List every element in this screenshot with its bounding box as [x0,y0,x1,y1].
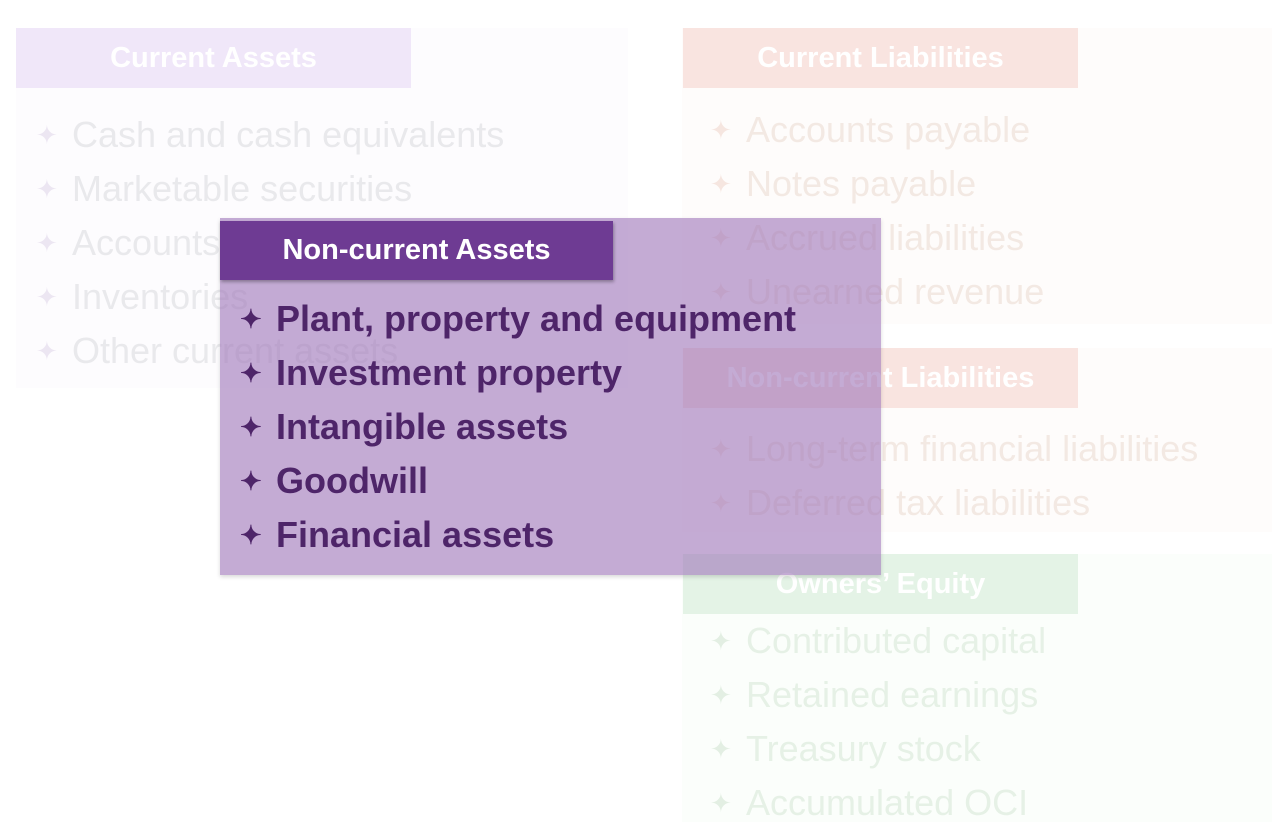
star-bullet-icon: ✦ [36,119,58,150]
star-bullet-icon: ✦ [240,303,262,334]
item-label: Plant, property and equipment [276,298,797,339]
star-bullet-icon: ✦ [710,787,732,818]
star-bullet-icon: ✦ [240,465,262,496]
star-bullet-icon: ✦ [710,679,732,710]
list-item: ✦ Accounts payable [710,103,1044,157]
item-label: Marketable securities [72,168,413,209]
noncurrent-assets-list: ✦ Plant, property and equipment ✦ Investme… [240,292,796,562]
owners-equity-list: ✦ Contributed capital ✦ Retained earnings … [710,614,1046,830]
list-item: ✦ Accumulated OCI [710,776,1046,830]
list-item: ✦ Goodwill [240,454,796,508]
star-bullet-icon: ✦ [36,281,58,312]
list-item: ✦ Marketable securities [36,162,504,216]
star-bullet-icon: ✦ [36,173,58,204]
list-item: ✦ Cash and cash equivalents [36,108,504,162]
list-item: ✦ Plant, property and equipment [240,292,796,346]
item-label: Treasury stock [746,728,981,769]
item-label: Goodwill [276,460,428,501]
star-bullet-icon: ✦ [710,168,732,199]
current-liabilities-header: Current Liabilities [683,28,1078,88]
list-item: ✦ Retained earnings [710,668,1046,722]
list-item: ✦ Contributed capital [710,614,1046,668]
star-bullet-icon: ✦ [36,335,58,366]
star-bullet-icon: ✦ [710,733,732,764]
item-label: Investment property [276,352,623,393]
item-label: Inventories [72,276,249,317]
item-label: Intangible assets [276,406,569,447]
current-assets-header: Current Assets [16,28,411,88]
star-bullet-icon: ✦ [240,411,262,442]
list-item: ✦ Intangible assets [240,400,796,454]
item-label: Retained earnings [746,674,1039,715]
item-label: Accumulated OCI [746,782,1029,823]
star-bullet-icon: ✦ [710,625,732,656]
item-label: Financial assets [276,514,555,555]
item-label: Notes payable [746,163,977,204]
star-bullet-icon: ✦ [240,519,262,550]
list-item: ✦ Financial assets [240,508,796,562]
list-item: ✦ Inventories [36,270,504,324]
list-item: ✦ Notes payable [710,157,1044,211]
item-label: Accounts payable [746,109,1031,150]
star-bullet-icon: ✦ [240,357,262,388]
item-label: Cash and cash equivalents [72,114,505,155]
star-bullet-icon: ✦ [36,227,58,258]
list-item: ✦ Investment property [240,346,796,400]
item-label: Contributed capital [746,620,1047,661]
star-bullet-icon: ✦ [710,114,732,145]
noncurrent-assets-header: Non-current Assets [220,221,613,280]
list-item: ✦ Treasury stock [710,722,1046,776]
